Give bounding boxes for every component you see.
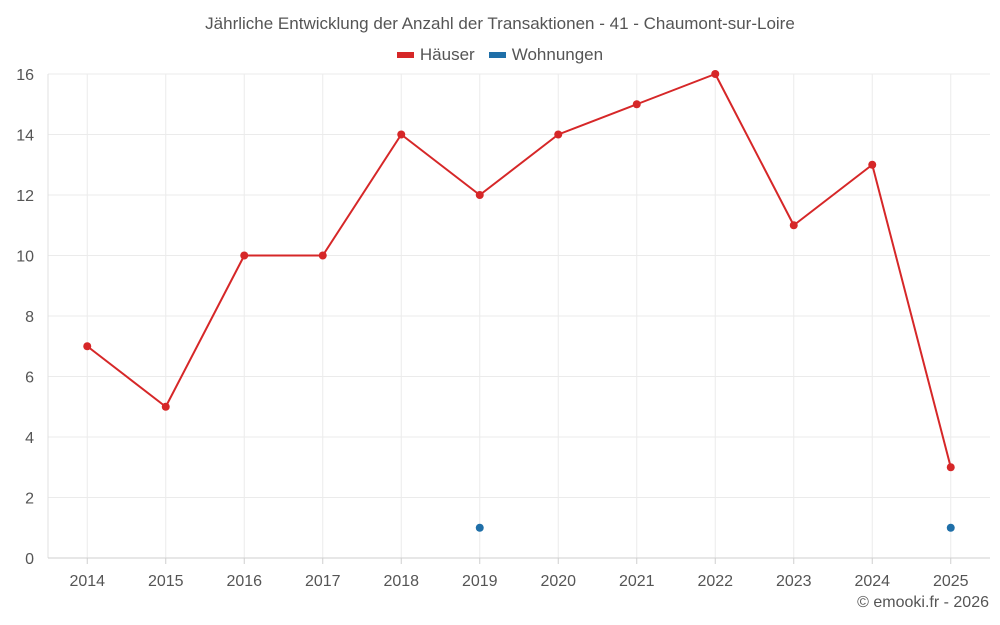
y-tick-label: 14 <box>16 128 34 145</box>
data-point-haeuser <box>554 130 563 139</box>
data-point-haeuser <box>868 160 877 169</box>
y-tick-label: 10 <box>16 249 34 266</box>
legend: Häuser Wohnungen <box>0 45 1000 65</box>
x-tick-label: 2025 <box>933 573 969 590</box>
x-tick-label: 2020 <box>540 573 576 590</box>
data-point-haeuser <box>632 100 641 109</box>
data-point-haeuser <box>946 463 955 472</box>
y-tick-label: 8 <box>25 309 34 326</box>
data-point-wohnungen <box>946 523 955 532</box>
x-tick-label: 2016 <box>226 573 262 590</box>
legend-item-wohnungen[interactable]: Wohnungen <box>488 45 604 65</box>
data-point-haeuser <box>240 251 249 260</box>
data-point-wohnungen <box>475 523 484 532</box>
data-point-haeuser <box>789 221 798 230</box>
y-tick-label: 4 <box>25 430 34 447</box>
legend-label-haeuser: Häuser <box>419 45 475 64</box>
series-line-haeuser <box>86 73 952 468</box>
y-tick-label: 2 <box>25 491 34 508</box>
y-tick-label: 6 <box>25 370 34 387</box>
x-tick-label: 2022 <box>697 573 733 590</box>
x-tick-label: 2017 <box>305 573 341 590</box>
x-tick-label: 2023 <box>776 573 812 590</box>
legend-label-wohnungen: Wohnungen <box>511 45 604 64</box>
data-point-haeuser <box>397 130 406 139</box>
data-point-haeuser <box>711 70 720 78</box>
x-tick-label: 2018 <box>383 573 419 590</box>
data-point-haeuser <box>83 342 92 351</box>
chart-title: Jährliche Entwicklung der Anzahl der Tra… <box>205 14 795 33</box>
y-tick-label: 12 <box>16 188 34 205</box>
y-tick-label: 0 <box>25 551 34 568</box>
legend-item-haeuser[interactable]: Häuser <box>396 45 475 65</box>
data-point-haeuser <box>161 402 170 411</box>
legend-swatch-haeuser <box>396 52 414 58</box>
y-tick-label: 16 <box>16 67 34 84</box>
x-tick-label: 2015 <box>148 573 184 590</box>
credit-text: © emooki.fr - 2026 <box>857 594 989 611</box>
x-tick-label: 2021 <box>619 573 655 590</box>
legend-swatch-wohnungen <box>488 52 506 58</box>
x-tick-label: 2014 <box>69 573 105 590</box>
data-point-haeuser <box>318 251 327 260</box>
x-tick-label: 2024 <box>854 573 890 590</box>
x-tick-label: 2019 <box>462 573 498 590</box>
data-point-haeuser <box>475 191 484 199</box>
